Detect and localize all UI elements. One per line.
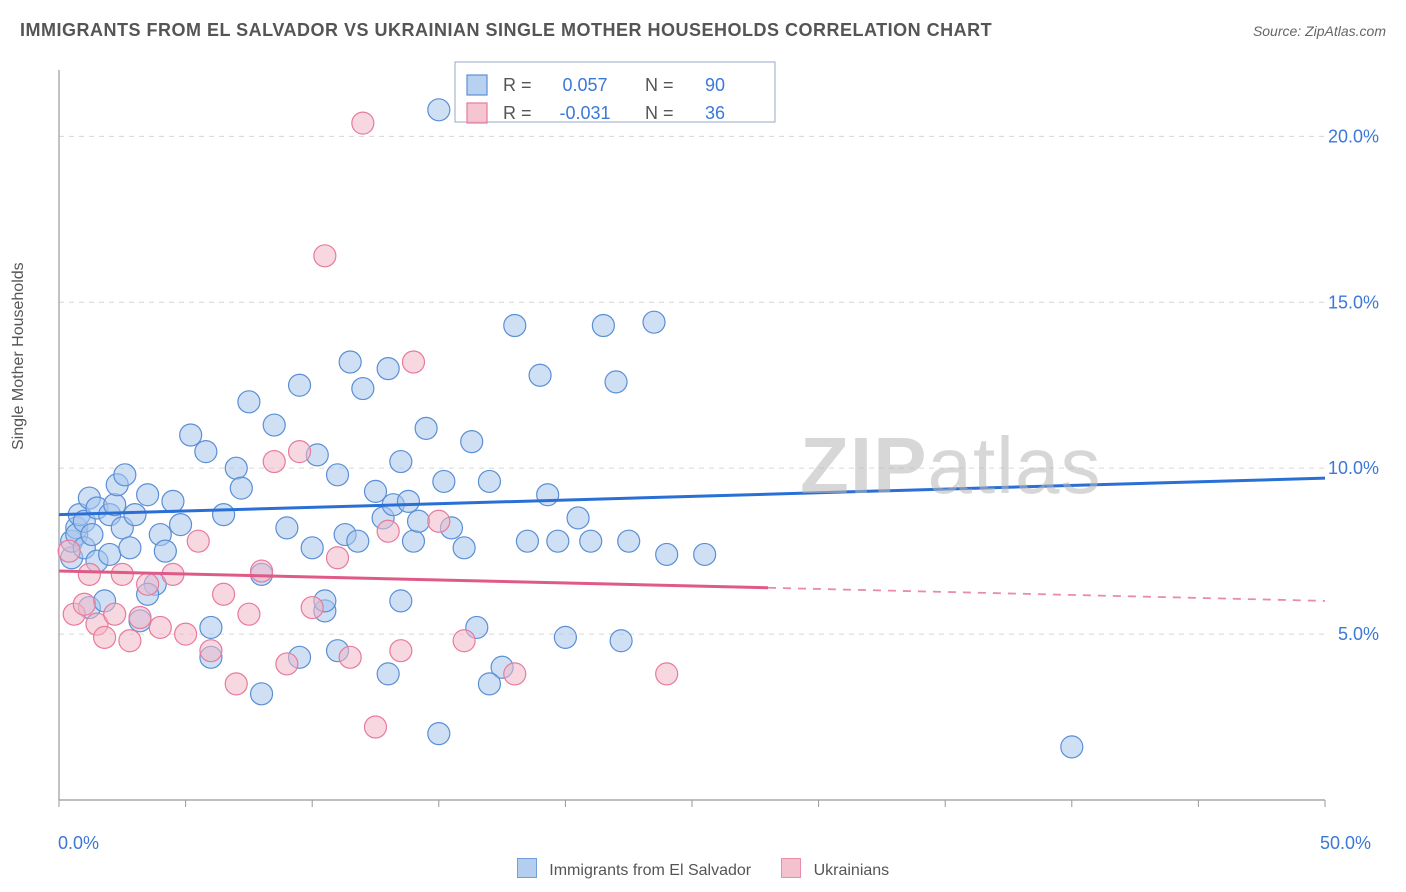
legend-label-ukrainians: Ukrainians xyxy=(814,862,890,879)
svg-text:10.0%: 10.0% xyxy=(1328,458,1379,478)
svg-text:R =: R = xyxy=(503,75,532,95)
chart-plot: 5.0% 10.0% 15.0% 20.0% R = 0.057 N = 90 R = -0.03… xyxy=(55,60,1385,830)
svg-text:0.057: 0.057 xyxy=(562,75,607,95)
svg-text:N =: N = xyxy=(645,103,674,123)
legend-label-elsalvador: Immigrants from El Salvador xyxy=(549,862,751,879)
x-axis-max-label: 50.0% xyxy=(1320,833,1371,854)
svg-text:-0.031: -0.031 xyxy=(559,103,610,123)
legend-item-ukrainians: Ukrainians xyxy=(781,858,889,880)
y-axis-label: Single Mother Households xyxy=(10,262,28,450)
source-label: Source: ZipAtlas.com xyxy=(1253,23,1386,39)
legend-swatch-ukrainians xyxy=(781,858,801,878)
legend-item-elsalvador: Immigrants from El Salvador xyxy=(517,858,751,880)
svg-text:15.0%: 15.0% xyxy=(1328,292,1379,312)
svg-text:20.0%: 20.0% xyxy=(1328,126,1379,146)
bottom-legend: Immigrants from El Salvador Ukrainians xyxy=(0,858,1406,880)
svg-text:90: 90 xyxy=(705,75,725,95)
svg-text:36: 36 xyxy=(705,103,725,123)
svg-text:N =: N = xyxy=(645,75,674,95)
x-axis-min-label: 0.0% xyxy=(58,833,99,854)
title-bar: IMMIGRANTS FROM EL SALVADOR VS UKRAINIAN… xyxy=(20,20,1386,41)
chart-title: IMMIGRANTS FROM EL SALVADOR VS UKRAINIAN… xyxy=(20,20,992,41)
svg-text:R =: R = xyxy=(503,103,532,123)
svg-text:5.0%: 5.0% xyxy=(1338,624,1379,644)
legend-swatch-elsalvador xyxy=(517,858,537,878)
